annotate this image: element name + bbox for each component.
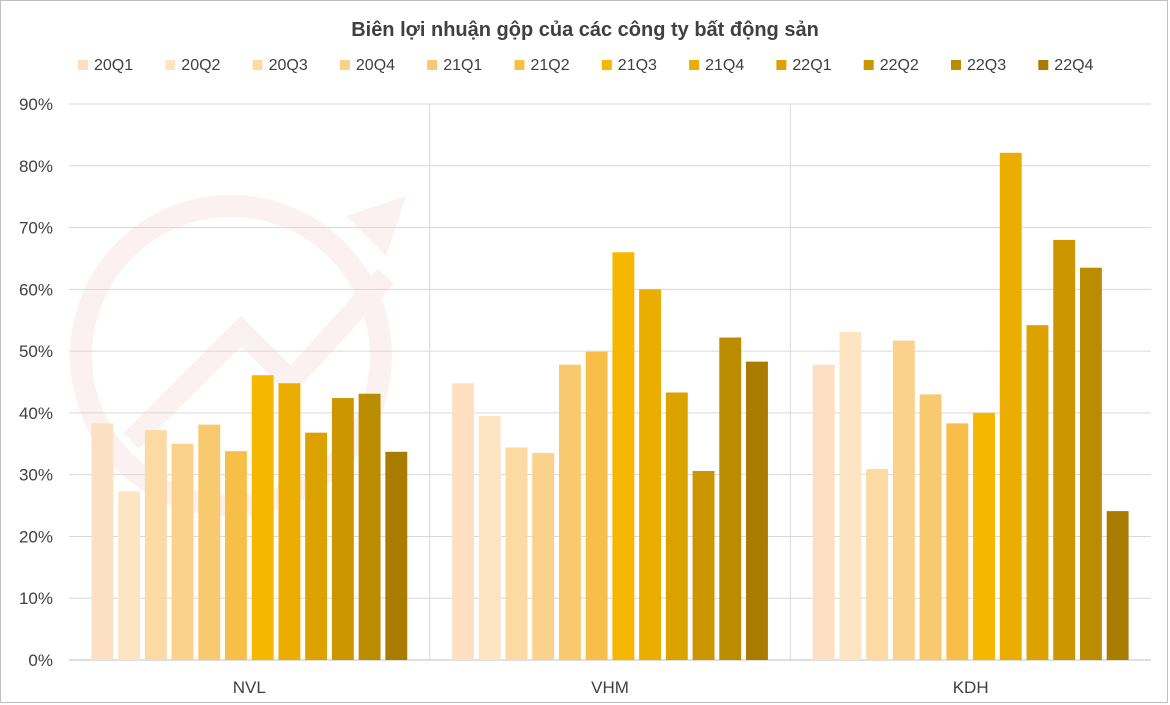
legend-label: 21Q1 — [443, 57, 482, 74]
y-tick-label: 40% — [19, 404, 53, 423]
y-tick-label: 20% — [19, 527, 53, 546]
bar-vhm-21q2 — [585, 351, 608, 660]
legend-item: 21Q4 — [689, 57, 744, 74]
bar-nvl-21q3 — [251, 375, 274, 660]
bar-vhm-20q2 — [478, 415, 501, 660]
bar-nvl-22q3 — [358, 393, 381, 660]
bar-vhm-22q2 — [692, 470, 715, 660]
legend-item: 21Q2 — [514, 57, 570, 74]
legend-item: 22Q1 — [776, 57, 832, 74]
y-axis: 0% 10% 20% 30% 40% 50% 60% 70% 80% 90% — [19, 95, 53, 670]
legend-item: 20Q1 — [78, 57, 133, 74]
legend-item: 22Q4 — [1038, 57, 1094, 74]
legend-label: 20Q1 — [94, 57, 133, 74]
bar-nvl-20q3 — [144, 430, 167, 660]
legend-swatch — [951, 60, 961, 70]
bar-kdh-20q2 — [839, 331, 862, 660]
bar-vhm-20q3 — [505, 447, 528, 660]
legend-item: 21Q3 — [601, 57, 657, 74]
bar-nvl-22q4 — [385, 451, 408, 660]
legend-label: 21Q3 — [618, 57, 657, 74]
bar-nvl-21q2 — [225, 451, 247, 660]
legend-item: 22Q3 — [951, 57, 1006, 74]
bar-vhm-22q3 — [719, 337, 742, 660]
legend-swatch — [514, 60, 525, 70]
bar-vhm-20q4 — [532, 453, 555, 660]
bar-kdh-21q4 — [999, 152, 1022, 660]
bar-kdh-22q3 — [1079, 267, 1102, 660]
x-category-label: KDH — [953, 678, 989, 697]
chart-title: Biên lợi nhuận gộp của các công ty bất đ… — [351, 19, 819, 41]
bar-nvl-20q2 — [118, 491, 141, 660]
legend-item: 20Q2 — [165, 57, 221, 74]
bar-nvl-22q2 — [331, 398, 354, 660]
legend-item: 22Q2 — [863, 57, 919, 74]
legend-swatch — [601, 60, 612, 70]
bar-kdh-20q3 — [866, 469, 889, 660]
bar-kdh-22q1 — [1026, 325, 1049, 660]
bar-kdh-21q1 — [919, 394, 942, 660]
bar-vhm-22q4 — [746, 361, 768, 660]
legend-label: 20Q4 — [356, 57, 395, 74]
legend-swatch — [1038, 60, 1049, 70]
legend-label: 20Q3 — [269, 57, 308, 74]
legend-label: 22Q4 — [1054, 57, 1093, 74]
legend-label: 22Q3 — [967, 57, 1006, 74]
bar-nvl-20q1 — [91, 423, 114, 660]
y-tick-label: 30% — [19, 466, 53, 485]
bar-kdh-20q1 — [812, 364, 835, 660]
bar-kdh-21q3 — [973, 412, 995, 660]
legend-swatch — [776, 60, 787, 70]
legend-item: 20Q3 — [252, 57, 308, 74]
bar-vhm-21q3 — [612, 252, 635, 660]
legend-label: 21Q2 — [531, 57, 570, 74]
legend: 20Q1 20Q2 20Q3 20Q4 21Q1 21Q2 21Q3 21Q4 22Q1 22Q2… — [78, 57, 1094, 74]
y-tick-label: 60% — [19, 280, 53, 299]
bar-nvl-21q1 — [198, 424, 221, 660]
y-tick-label: 70% — [19, 219, 53, 238]
bars — [91, 152, 1129, 660]
bar-kdh-22q4 — [1106, 511, 1129, 660]
legend-swatch — [863, 60, 874, 70]
legend-item: 21Q1 — [427, 57, 482, 74]
legend-item: 20Q4 — [339, 57, 395, 74]
bar-kdh-21q2 — [946, 423, 969, 660]
bar-kdh-20q4 — [892, 340, 915, 660]
x-category-label: NVL — [233, 678, 266, 697]
y-tick-label: 0% — [28, 651, 53, 670]
legend-swatch — [689, 60, 700, 70]
gridlines — [69, 103, 1151, 661]
bar-nvl-21q4 — [278, 383, 301, 660]
legend-swatch — [252, 60, 263, 70]
bar-nvl-20q4 — [171, 443, 194, 660]
bar-vhm-21q4 — [639, 289, 662, 660]
legend-label: 22Q2 — [880, 57, 919, 74]
bar-vhm-20q1 — [452, 383, 474, 660]
y-tick-label: 10% — [19, 589, 53, 608]
bar-vhm-21q1 — [558, 364, 581, 660]
legend-swatch — [78, 60, 88, 70]
legend-swatch — [339, 60, 350, 70]
legend-label: 20Q2 — [181, 57, 220, 74]
bar-nvl-22q1 — [305, 432, 328, 660]
x-axis: NVL VHM KDH — [233, 678, 989, 697]
y-tick-label: 80% — [19, 157, 53, 176]
legend-swatch — [165, 60, 176, 70]
x-category-label: VHM — [591, 678, 629, 697]
y-tick-label: 50% — [19, 342, 53, 361]
bar-vhm-22q1 — [665, 392, 688, 660]
legend-label: 22Q1 — [792, 57, 831, 74]
y-tick-label: 90% — [19, 95, 53, 114]
legend-label: 21Q4 — [705, 57, 744, 74]
bar-kdh-22q2 — [1053, 239, 1076, 660]
legend-swatch — [427, 60, 438, 70]
